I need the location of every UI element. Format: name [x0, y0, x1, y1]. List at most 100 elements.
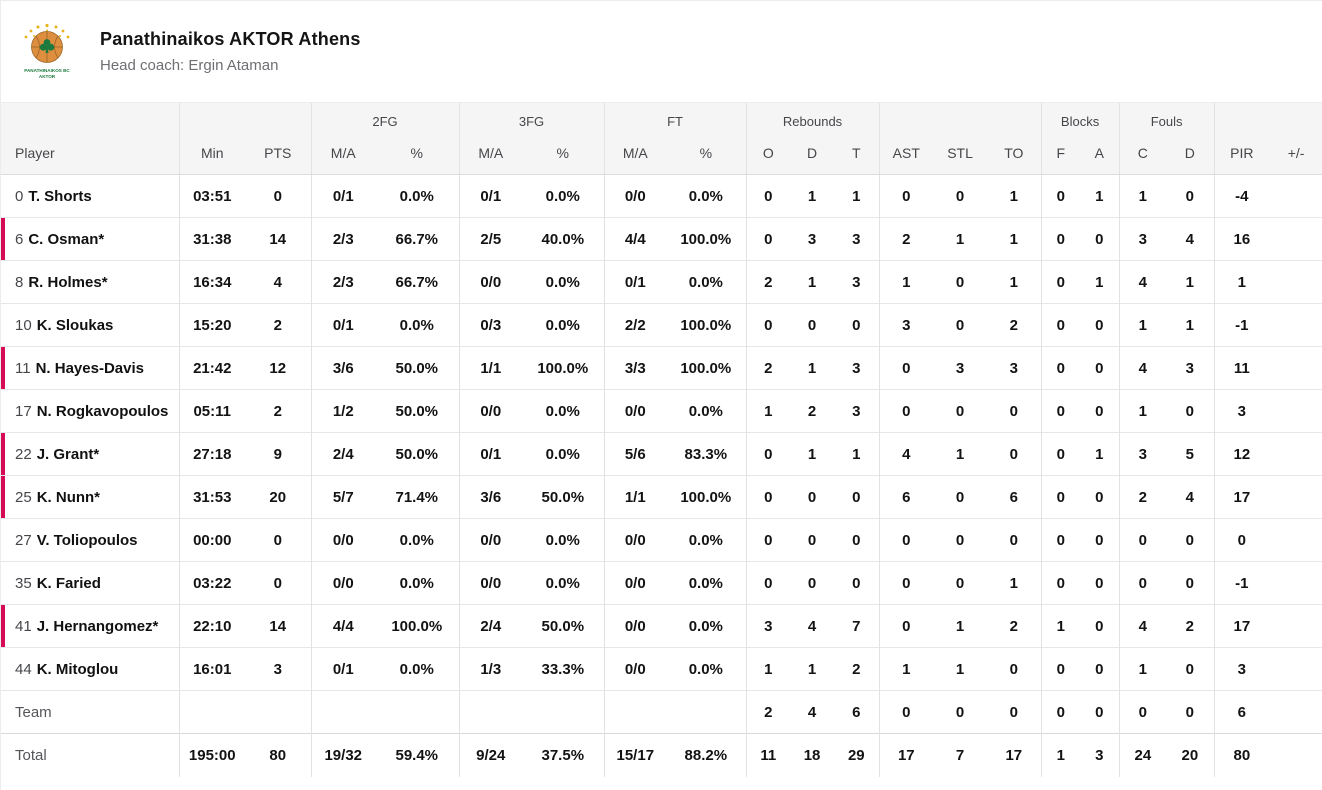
stat-cell: 3 — [834, 389, 880, 433]
stat-cell: 0 — [834, 518, 880, 562]
player-name[interactable]: N. Rogkavopoulos — [36, 402, 169, 420]
jersey-number: 44 — [15, 660, 32, 678]
stat-cell: 22:10 — [178, 604, 245, 648]
stat-cell — [1269, 389, 1322, 433]
stat-cell: 80 — [245, 733, 311, 777]
stat-cell: 0 — [1080, 346, 1120, 390]
stat-cell: 66.7% — [375, 260, 460, 304]
player-name[interactable]: K. Faried — [36, 574, 101, 592]
player-name[interactable]: K. Sloukas — [36, 316, 114, 334]
stat-cell: 0 — [933, 389, 988, 433]
stat-cell: 3 — [1166, 346, 1215, 390]
player-name[interactable]: K. Nunn* — [36, 488, 101, 506]
stat-cell: 0 — [745, 475, 791, 519]
player-name[interactable]: J. Hernangomez* — [36, 617, 159, 635]
player-row: 17 N. Rogkavopoulos 05:11 2 1/2 50.0% 0/0 0.0% 0… — [1, 389, 1322, 433]
column-header: PTS — [245, 132, 311, 175]
jersey-number: 35 — [15, 574, 32, 592]
stat-cell: 0 — [790, 561, 835, 605]
stat-cell: 0 — [1080, 303, 1120, 347]
stat-cell: 0/1 — [458, 432, 523, 476]
stat-cell: 2 — [790, 389, 835, 433]
stat-cell: 1 — [834, 432, 880, 476]
stat-cell: 3 — [1080, 733, 1120, 777]
stat-cell: 3 — [790, 217, 835, 261]
jersey-number: 22 — [15, 445, 32, 463]
player-name[interactable]: K. Mitoglou — [36, 660, 119, 678]
player-cell: 25 K. Nunn* — [1, 475, 179, 519]
stat-cell — [1269, 175, 1322, 218]
stat-cell: 1 — [1080, 260, 1120, 304]
player-cell: 17 N. Rogkavopoulos — [1, 389, 179, 433]
stat-cell: 2 — [1118, 475, 1167, 519]
stat-cell — [522, 690, 605, 734]
head-coach-label: Head coach: Ergin Ataman — [100, 57, 279, 74]
stat-cell: 100.0% — [666, 303, 747, 347]
group-header-spacer — [1213, 102, 1322, 133]
player-row: 25 K. Nunn* 31:53 20 5/7 71.4% 3/6 50.0% 1/1 100.… — [1, 475, 1322, 519]
stat-cell: 100.0% — [666, 475, 747, 519]
stat-cell: 3/6 — [310, 346, 375, 390]
stat-cell — [1269, 561, 1322, 605]
stat-cell: 0 — [1080, 518, 1120, 562]
stat-cell: 0 — [1166, 389, 1215, 433]
stat-cell: 2 — [745, 346, 791, 390]
stat-cell: 1 — [987, 217, 1042, 261]
stat-cell: 1 — [1118, 389, 1167, 433]
player-name[interactable]: R. Holmes* — [28, 273, 108, 291]
stat-cell: 66.7% — [375, 217, 460, 261]
stat-cell: 24 — [1118, 733, 1167, 777]
stat-cell — [178, 690, 245, 734]
stat-cell: 0 — [1080, 475, 1120, 519]
stat-cell: 2/2 — [603, 303, 667, 347]
player-name[interactable]: V. Toliopoulos — [36, 531, 138, 549]
team-row: Team 2 4 6 0 0 0 0 0 0 0 6 — [1, 690, 1322, 734]
stat-cell: 100.0% — [375, 604, 460, 648]
jersey-number: 17 — [15, 402, 32, 420]
stat-cell: 1 — [878, 647, 934, 691]
stat-cell: 4 — [1118, 260, 1167, 304]
stat-cell — [245, 690, 311, 734]
table-body: 0 T. Shorts 03:51 0 0/1 0.0% 0/1 0.0% 0/0 0.0% 0 1 1… — [1, 174, 1322, 777]
group-header-2fg: 2FG — [310, 102, 460, 133]
stat-cell: 0 — [1166, 690, 1215, 734]
stat-cell: 0 — [745, 217, 791, 261]
stat-cell: 20 — [1166, 733, 1215, 777]
stat-cell: 31:53 — [178, 475, 245, 519]
stat-cell: 0 — [1166, 647, 1215, 691]
stat-cell: 0 — [878, 561, 934, 605]
stat-cell: 0 — [1040, 346, 1081, 390]
team-name: Panathinaikos AKTOR Athens — [100, 29, 361, 49]
stat-cell: 0.0% — [522, 561, 605, 605]
stat-cell: 0 — [878, 389, 934, 433]
player-name[interactable]: N. Hayes-Davis — [35, 359, 144, 377]
player-cell: 44 K. Mitoglou — [1, 647, 179, 691]
stat-cell: 4 — [790, 690, 835, 734]
stat-cell: 1/1 — [603, 475, 667, 519]
stat-cell: 2/5 — [458, 217, 523, 261]
stat-cell: 0.0% — [375, 303, 460, 347]
stat-cell: 0 — [878, 690, 934, 734]
player-cell: 27 V. Toliopoulos — [1, 518, 179, 562]
stat-cell: 1 — [852, 187, 861, 205]
player-name[interactable]: J. Grant* — [36, 445, 100, 463]
stat-cell: 80 — [1213, 733, 1270, 777]
stat-cell: 1 — [807, 187, 817, 205]
stat-cell: 0/1 — [310, 647, 375, 691]
stat-cell: 0 — [1080, 561, 1120, 605]
stat-cell: 0.0% — [666, 561, 747, 605]
stat-cell: 21:42 — [178, 346, 245, 390]
column-header: STL — [933, 132, 988, 175]
stat-cell: 1 — [987, 260, 1042, 304]
stat-cell: 1 — [745, 389, 791, 433]
stat-cell — [1269, 346, 1322, 390]
stat-cell: 15/17 — [603, 733, 667, 777]
stat-cell: 0/0 — [603, 604, 667, 648]
column-header: A — [1080, 132, 1120, 175]
column-header: M/A — [603, 132, 667, 175]
stat-cell: 0/0 — [603, 561, 667, 605]
stat-cell: 16:01 — [178, 647, 245, 691]
stat-cell: 0 — [933, 561, 988, 605]
player-name[interactable]: C. Osman* — [28, 230, 105, 248]
player-name[interactable]: T. Shorts — [28, 187, 92, 205]
